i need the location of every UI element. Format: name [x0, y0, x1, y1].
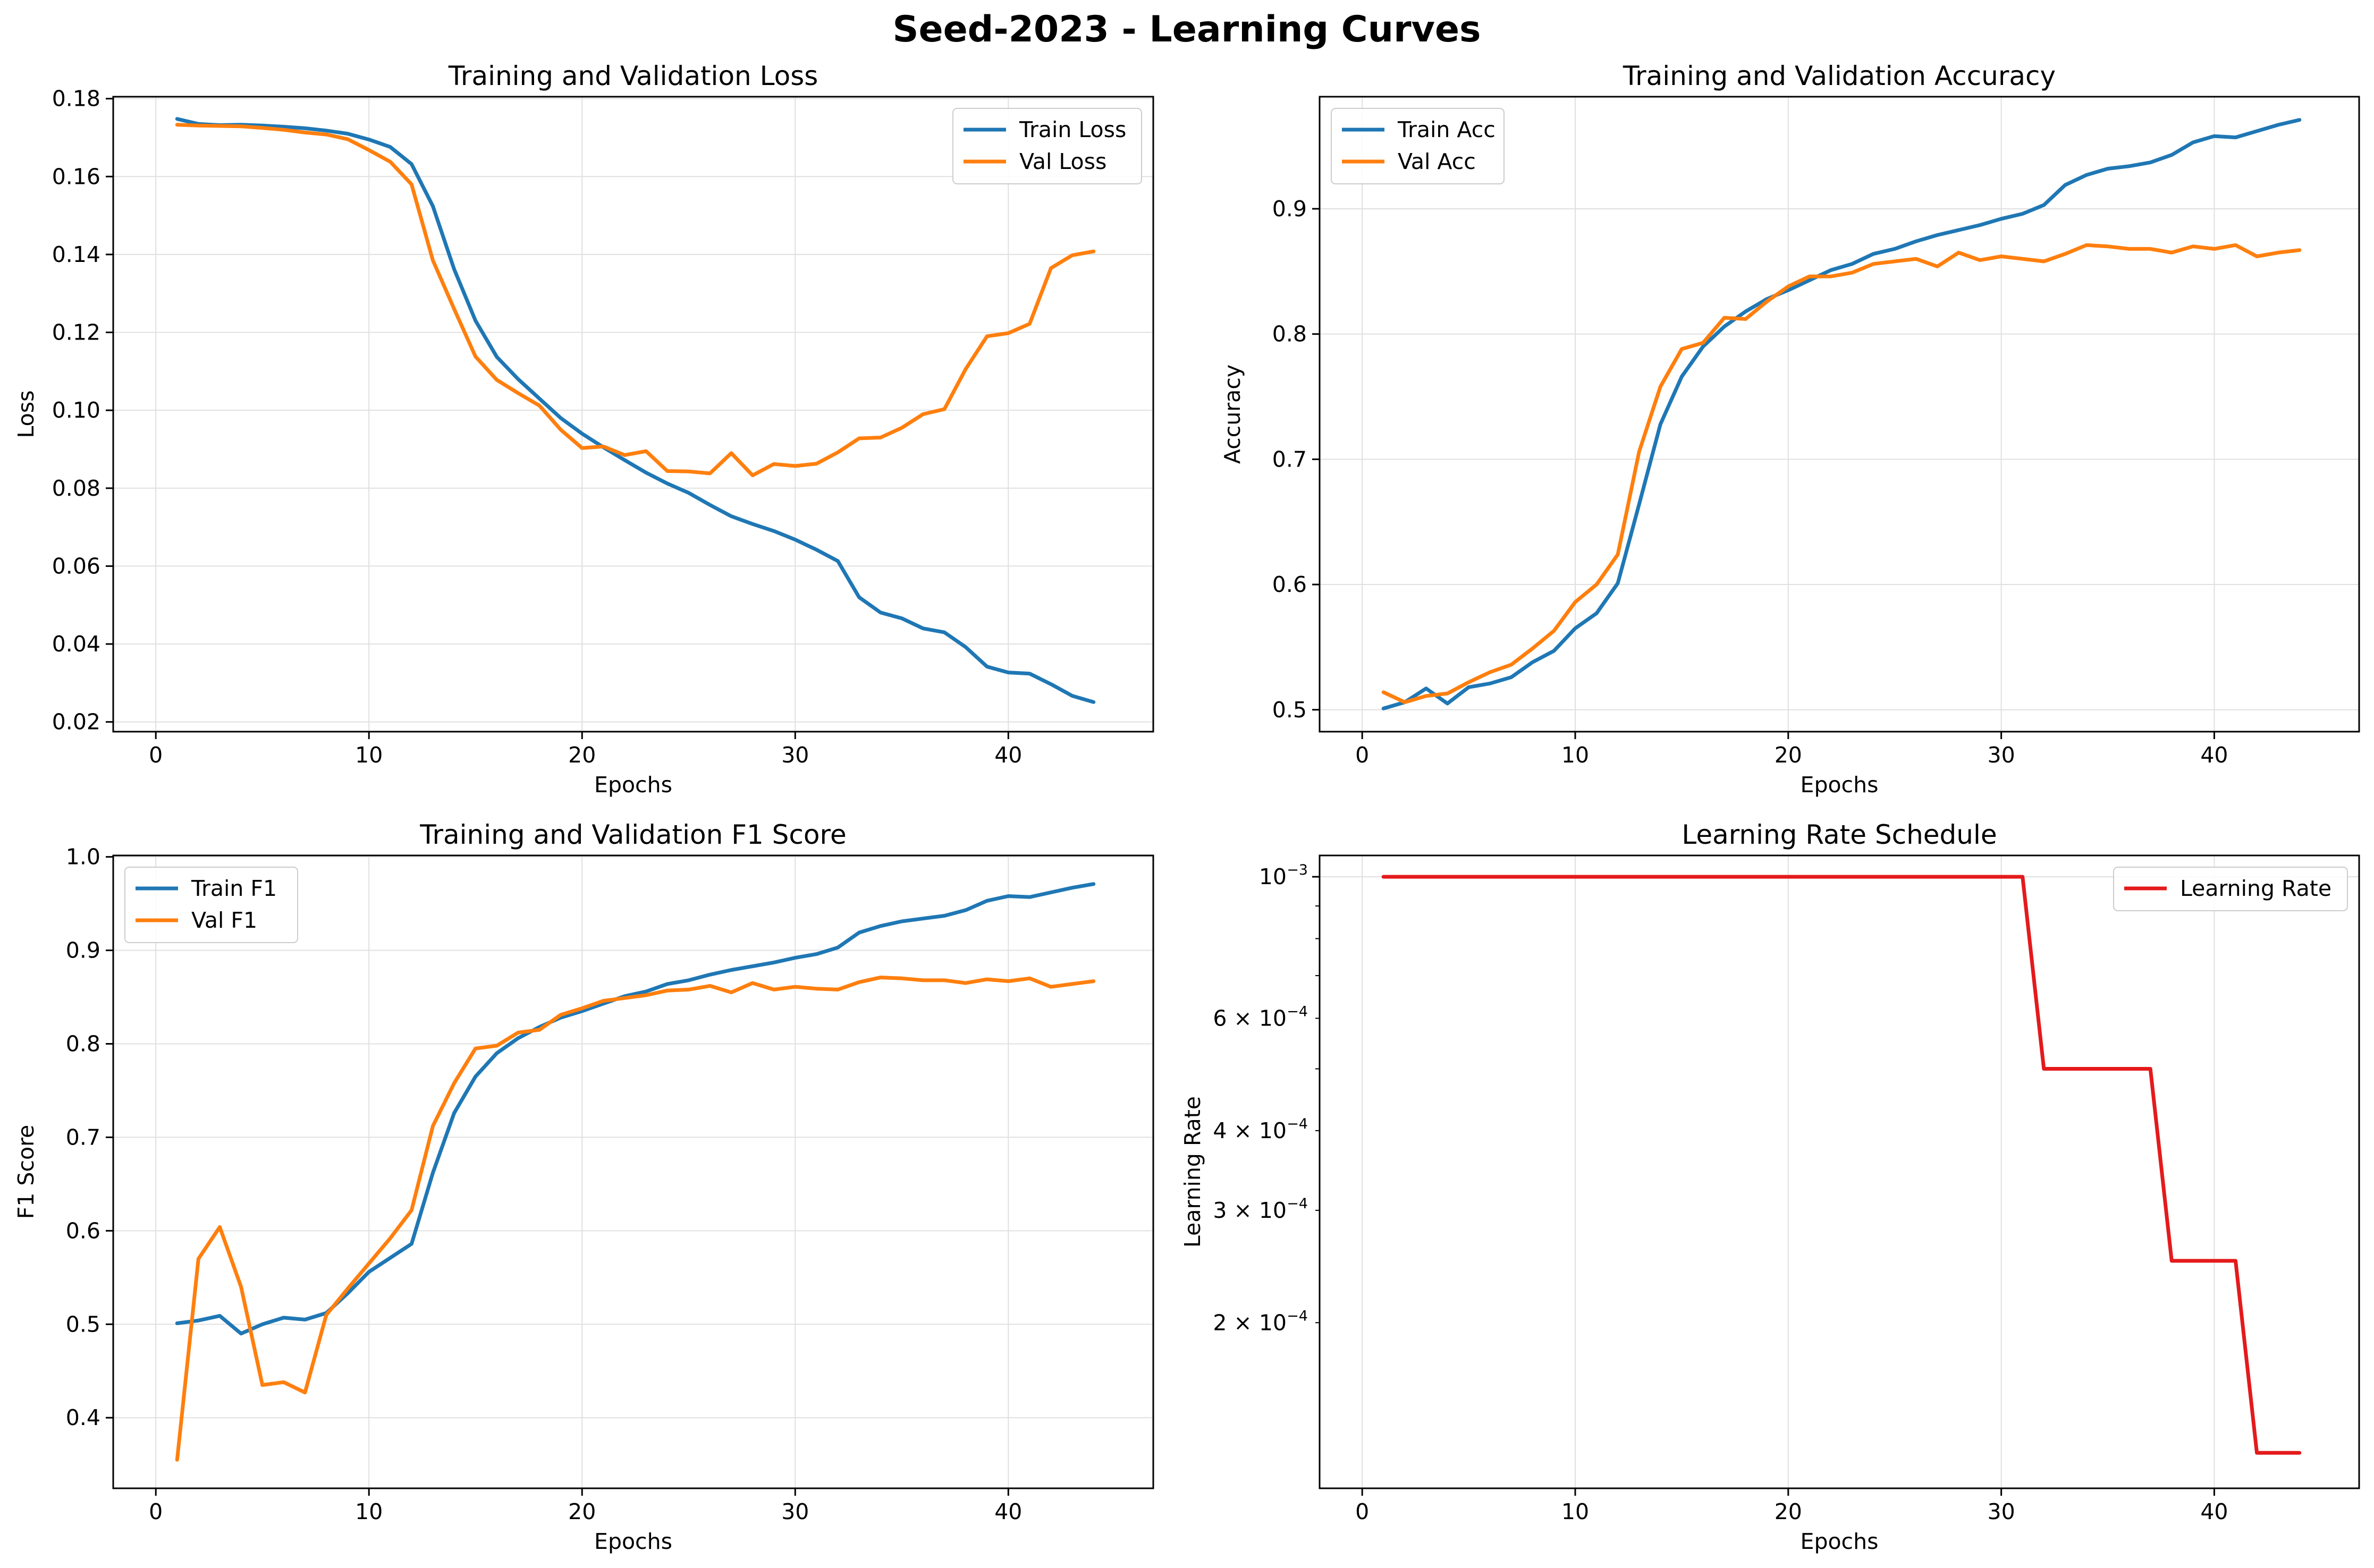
- panel-acc: 0 10 20 30 40 0.5 0.6 0.7 0.8 0.9 Training and Val…: [1220, 61, 2360, 798]
- x-tick-label: 40: [994, 1499, 1022, 1524]
- x-tick-label: 20: [568, 1499, 596, 1524]
- y-tick-label: 0.4: [66, 1405, 100, 1430]
- x-tick-label: 30: [1988, 1499, 2015, 1524]
- x-tick-label: 20: [1775, 742, 1802, 768]
- x-axis-label: Epochs: [1801, 1529, 1879, 1554]
- x-tick-label: 0: [1355, 742, 1369, 768]
- y-axis-label: Accuracy: [1220, 365, 1245, 464]
- y-tick-label: 0.18: [52, 86, 100, 112]
- y-tick-label: 0.9: [66, 938, 100, 963]
- legend: Train Loss Val Loss: [952, 108, 1142, 184]
- y-tick-label: 0.7: [66, 1124, 100, 1150]
- y-tick-label: 0.6: [1272, 572, 1307, 597]
- plot-frame: [112, 96, 1154, 733]
- y-tick-label: 6 × 10: [1213, 1005, 1287, 1031]
- x-axis-label: Epochs: [1801, 772, 1879, 798]
- x-axis-label: Epochs: [594, 1529, 672, 1554]
- legend-entry: Val Acc: [1398, 149, 1476, 174]
- y-tick-label: 0.10: [52, 397, 100, 423]
- x-tick-label: 40: [2200, 742, 2228, 768]
- panel-title: Training and Validation Accuracy: [1623, 61, 2056, 91]
- y-axis-label: Learning Rate: [1180, 1096, 1205, 1248]
- y-tick-label: 0.06: [52, 553, 100, 579]
- x-tick-label: 0: [149, 1499, 163, 1524]
- y-tick-label: 0.8: [66, 1031, 100, 1056]
- y-axis-label: F1 Score: [13, 1125, 39, 1219]
- plot-frame: [1319, 96, 2360, 733]
- y-tick-label: 2 × 10: [1213, 1310, 1287, 1335]
- y-axis-label: Loss: [13, 391, 39, 438]
- legend-box: [124, 867, 298, 943]
- x-axis-label: Epochs: [594, 772, 672, 798]
- panel-title: Training and Validation Loss: [448, 61, 818, 91]
- panel-title: Training and Validation F1 Score: [419, 819, 846, 850]
- series-line-learning-rate: [1381, 875, 2302, 1455]
- x-tick-label: 30: [781, 742, 809, 768]
- y-tick-exponent: −4: [1287, 1308, 1308, 1324]
- legend-entry: Val F1: [191, 908, 257, 933]
- y-tick-label: 0.5: [66, 1311, 100, 1337]
- figure-title: Seed-2023 - Learning Curves: [892, 9, 1481, 50]
- panel-f1: 0 10 20 30 40 0.4 0.5 0.6 0.7 0.8 0.9 1.0 Training a…: [13, 819, 1154, 1554]
- series-line-val-f1: [175, 976, 1096, 1462]
- panel-loss: 0 10 20 30 40 0.02 0.04 0.06 0.08 0.10 0.12 0.14 0.1…: [13, 61, 1154, 798]
- y-tick-exponent: −4: [1287, 1003, 1308, 1020]
- series-line-val-loss: [175, 123, 1096, 478]
- x-tick-label: 40: [2200, 1499, 2228, 1524]
- y-tick-label: 0.6: [66, 1218, 100, 1243]
- x-tick-label: 30: [1988, 742, 2015, 768]
- y-tick-label: 0.5: [1272, 697, 1307, 723]
- y-tick-label: 0.08: [52, 476, 100, 501]
- x-tick-label: 10: [1561, 1499, 1589, 1524]
- legend-entry: Learning Rate: [2180, 876, 2331, 901]
- y-tick-exponent: −4: [1287, 1116, 1308, 1132]
- legend: Train Acc Val Acc: [1331, 108, 1505, 184]
- panel-title: Learning Rate Schedule: [1682, 819, 1997, 850]
- legend: Learning Rate: [2113, 867, 2348, 911]
- y-tick-label: 3 × 10: [1213, 1198, 1287, 1223]
- x-tick-label: 10: [355, 1499, 383, 1524]
- legend-box: [952, 108, 1142, 184]
- y-tick-label: 0.8: [1272, 321, 1307, 347]
- series-line-val-acc: [1381, 243, 2302, 705]
- y-tick-label: 0.16: [52, 164, 100, 189]
- x-tick-label: 20: [568, 742, 596, 768]
- series-line-train-loss: [175, 117, 1096, 704]
- plot-frame: [1319, 854, 2360, 1489]
- y-tick-label: 0.7: [1272, 446, 1307, 472]
- y-tick-label: 0.02: [52, 709, 100, 735]
- y-tick-exponent: −4: [1287, 1196, 1308, 1212]
- y-tick-label: 1.0: [66, 844, 100, 870]
- y-tick-exponent: −3: [1287, 862, 1308, 878]
- y-tick-label: 10: [1259, 864, 1287, 889]
- legend-box: [2113, 867, 2348, 911]
- y-tick-label: 0.14: [52, 242, 100, 267]
- series-line-train-acc: [1381, 118, 2302, 710]
- y-tick-label: 0.9: [1272, 196, 1307, 222]
- legend-entry: Train F1: [191, 876, 277, 901]
- x-tick-label: 10: [1561, 742, 1589, 768]
- x-tick-label: 0: [1355, 1499, 1369, 1524]
- y-tick-label: 4 × 10: [1213, 1118, 1287, 1143]
- legend-entry: Train Loss: [1019, 117, 1126, 142]
- legend-entry: Train Acc: [1397, 117, 1496, 142]
- x-tick-label: 0: [149, 742, 163, 768]
- x-tick-label: 20: [1775, 1499, 1802, 1524]
- legend-box: [1331, 108, 1505, 184]
- y-tick-label: 0.04: [52, 631, 100, 657]
- legend-entry: Val Loss: [1019, 149, 1106, 174]
- plot-frame: [112, 854, 1154, 1489]
- legend: Train F1 Val F1: [124, 867, 298, 943]
- x-tick-label: 30: [781, 1499, 809, 1524]
- x-tick-label: 40: [994, 742, 1022, 768]
- y-tick-label: 0.12: [52, 320, 100, 345]
- x-tick-label: 10: [355, 742, 383, 768]
